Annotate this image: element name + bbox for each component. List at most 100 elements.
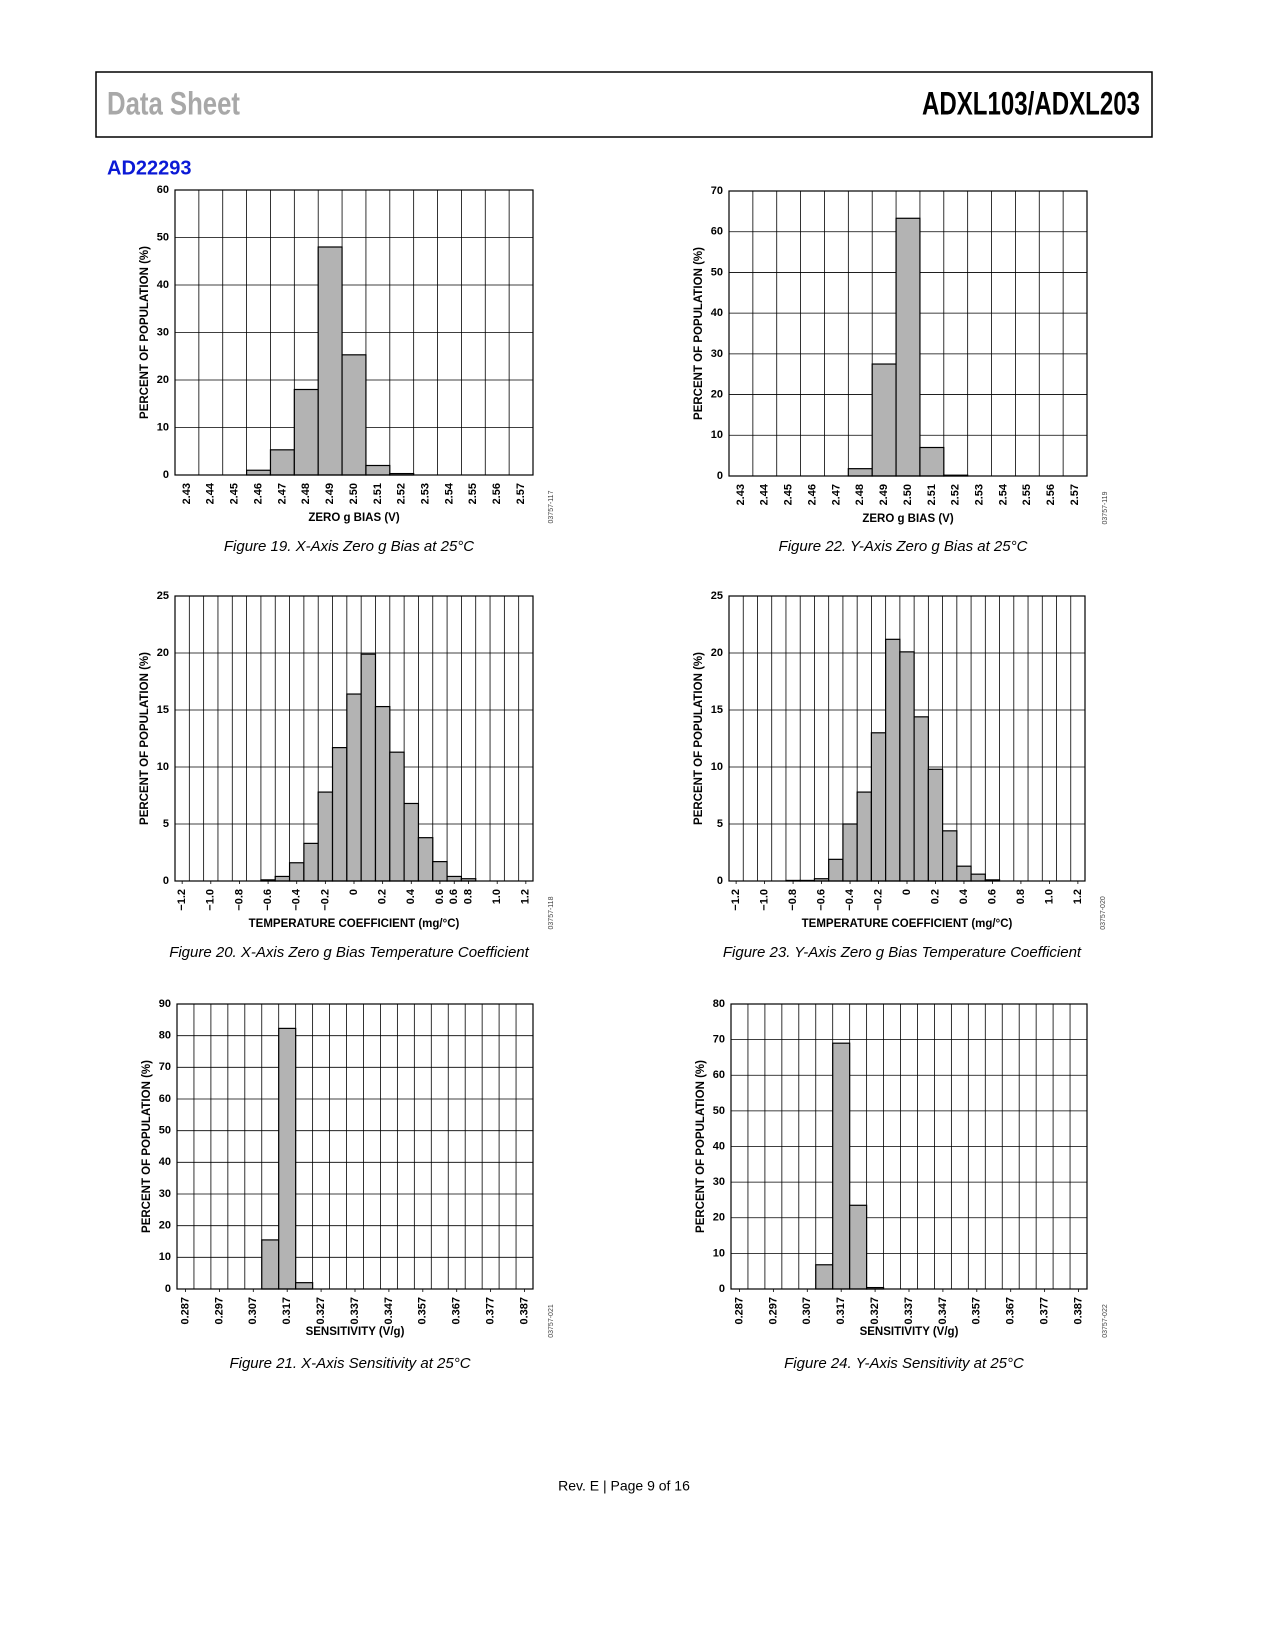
bar [274,875,291,882]
bar [293,388,319,476]
figure-caption: Figure 20. X-Axis Zero g Bias Temperatur… [169,944,529,961]
x-tick-label: −1.0 [759,889,771,911]
y-tick-label: 40 [159,1156,171,1168]
x-tick-label: 0.8 [462,889,474,904]
y-tick-label: 70 [711,185,723,197]
x-tick-label: 2.57 [515,483,527,504]
bar [295,1282,314,1290]
bar [432,861,448,882]
x-tick-label: −1.0 [205,889,217,911]
figure-caption: Figure 19. X-Axis Zero g Bias at 25°C [224,538,474,555]
x-tick-label: 0.6 [434,889,446,904]
y-tick-label: 50 [713,1105,725,1117]
x-axis-title: TEMPERATURE COEFFICIENT (mg/°C) [802,918,1013,930]
x-tick-label: 0.2 [929,889,941,904]
bar [870,732,887,882]
x-tick-label: 0.327 [869,1297,881,1325]
y-tick-label: 30 [157,326,169,338]
y-tick-label: 60 [159,1093,171,1105]
x-tick-label: 0.307 [247,1297,259,1325]
header-right: ADXL103/ADXL203 [922,85,1140,121]
x-tick-label: 2.43 [181,483,193,504]
bar [317,246,343,476]
x-tick-label: −1.2 [730,889,742,911]
y-tick-label: 60 [713,1069,725,1081]
x-tick-label: 1.0 [491,889,503,904]
x-tick-label: 0.387 [1072,1297,1084,1325]
x-axis-title: SENSITIVITY (V/g) [860,1326,959,1338]
y-tick-label: 40 [157,279,169,291]
x-tick-label: −1.2 [176,889,188,911]
figure-caption: Figure 23. Y-Axis Zero g Bias Temperatur… [723,944,1082,961]
bar [417,837,434,882]
x-tick-label: 1.0 [1043,889,1055,904]
x-tick-label: −0.2 [872,889,884,911]
plot-frame [730,1003,1088,1290]
x-tick-label: 2.48 [300,483,312,504]
plot-frame [174,595,534,882]
x-tick-label: 2.55 [1021,484,1033,505]
x-tick-label: 0.337 [903,1297,915,1325]
y-tick-label: 80 [713,998,725,1010]
y-tick-label: 20 [711,388,723,400]
y-tick-label: 20 [711,647,723,659]
x-tick-label: 2.57 [1069,484,1081,505]
x-tick-label: 2.55 [467,483,479,504]
bar [927,768,944,882]
x-tick-label: 0.377 [485,1297,497,1325]
x-tick-label: 0.357 [417,1297,429,1325]
x-tick-label: 2.50 [902,484,914,505]
y-axis-title: PERCENT OF POPULATION (%) [141,1060,153,1233]
y-axis-title: PERCENT OF POPULATION (%) [693,652,705,825]
x-tick-label: −0.4 [844,888,856,911]
y-tick-label: 10 [713,1247,725,1259]
x-tick-label: 0.4 [958,888,970,904]
bar [341,354,367,476]
y-tick-label: 60 [157,184,169,196]
x-axis-title: SENSITIVITY (V/g) [306,1326,405,1338]
y-tick-label: 90 [159,998,171,1010]
section-link[interactable]: AD22293 [107,157,192,179]
bar [847,468,873,477]
x-tick-label: 0.357 [971,1297,983,1325]
bar [815,1264,834,1290]
y-tick-label: 0 [717,875,723,887]
x-tick-label: −0.4 [291,888,303,911]
figure-caption: Figure 22. Y-Axis Zero g Bias at 25°C [779,538,1028,555]
plot-frame [176,1003,534,1290]
x-tick-label: 2.51 [926,484,938,505]
bar [346,693,362,882]
x-tick-label: 1.2 [520,889,532,904]
y-tick-label: 25 [157,590,169,602]
bar [360,653,377,882]
bar [261,1239,280,1290]
x-tick-label: 2.46 [806,484,818,505]
x-tick-label: 2.47 [276,483,288,504]
header-left: Data Sheet [107,85,240,121]
x-tick-label: 0.387 [518,1297,530,1325]
x-tick-label: 2.54 [443,482,455,504]
y-tick-label: 40 [713,1140,725,1152]
x-tick-label: 0 [348,889,360,895]
x-tick-label: 2.52 [950,484,962,505]
x-tick-label: 2.47 [830,484,842,505]
y-tick-label: 15 [157,704,169,716]
x-tick-label: −0.8 [233,889,245,911]
bar [919,446,945,477]
y-tick-label: 50 [711,266,723,278]
figure-code: 03757-022 [1102,1304,1109,1338]
bar [970,873,986,882]
y-tick-label: 10 [157,761,169,773]
bar [941,830,958,882]
x-axis-title: ZERO g BIAS (V) [308,512,400,524]
bar [446,875,462,882]
y-tick-label: 0 [163,469,169,481]
x-tick-label: 2.51 [372,483,384,504]
y-tick-label: 30 [713,1176,725,1188]
y-axis-title: PERCENT OF POPULATION (%) [695,1060,707,1233]
x-tick-label: 2.50 [348,483,360,504]
bar [374,705,391,882]
x-tick-label: 2.53 [420,483,432,504]
y-axis-title: PERCENT OF POPULATION (%) [139,246,151,419]
